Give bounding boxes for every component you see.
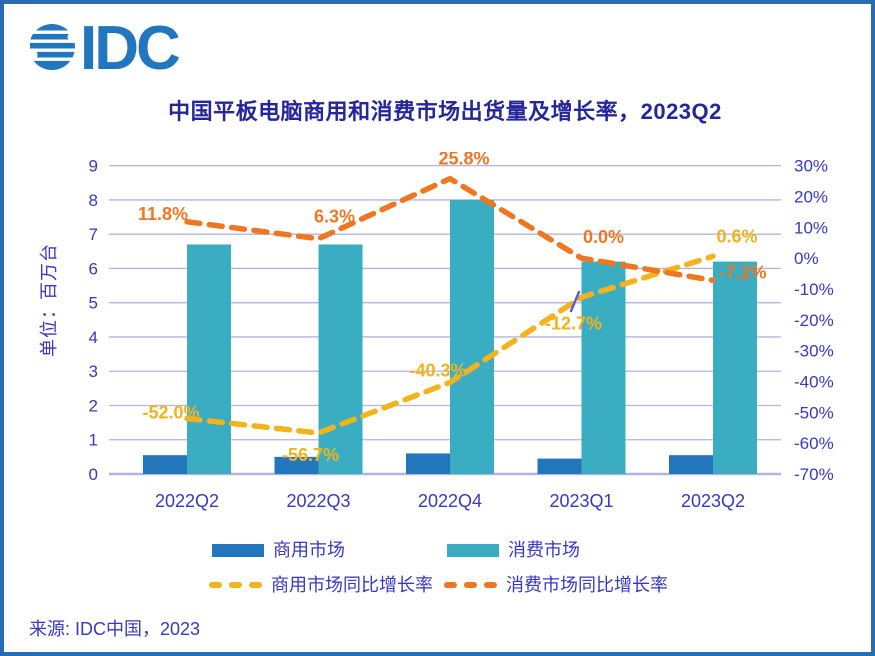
- data-label-commercial-growth: -12.7%: [545, 313, 602, 333]
- idc-logo-text: IDC: [80, 18, 180, 80]
- bar-commercial: [406, 453, 450, 474]
- x-axis-label: 2023Q2: [681, 491, 745, 511]
- legend-label: 商用市场: [273, 540, 345, 560]
- bar-commercial: [537, 458, 582, 474]
- bar-consumer: [318, 244, 363, 474]
- legend-item-consumer-growth-line: 消费市场同比增长率: [444, 576, 668, 594]
- legend-label: 消费市场: [508, 540, 580, 560]
- left-axis-tick: 1: [89, 431, 98, 450]
- bar-consumer: [713, 261, 757, 474]
- data-label-consumer-growth: 6.3%: [314, 207, 355, 227]
- commercial-bar-swatch: [212, 543, 264, 557]
- x-axis-label: 2022Q3: [286, 491, 350, 511]
- idc-globe-icon: IDC: [24, 14, 183, 83]
- legend-item-consumer-bar: 消费市场: [447, 541, 580, 559]
- source-note: 来源: IDC中国，2023: [29, 619, 201, 639]
- left-axis-tick: 7: [89, 225, 98, 244]
- right-axis-tick: 10%: [794, 218, 828, 237]
- growth-line-commercial: [184, 253, 716, 436]
- legend-item-commercial-bar: 商用市场: [212, 541, 345, 559]
- data-label-commercial-growth: -52.0%: [142, 402, 199, 422]
- x-axis-label: 2023Q1: [549, 491, 613, 511]
- right-axis-tick: 20%: [794, 187, 828, 206]
- chart-title: 中国平板电脑商用和消费市场出货量及增长率，2023Q2: [168, 99, 722, 124]
- data-label-consumer-growth: 0.0%: [583, 227, 624, 247]
- consumer-bar-swatch: [447, 543, 499, 557]
- data-label-commercial-growth: 0.6%: [716, 226, 757, 246]
- right-axis-tick: -20%: [794, 311, 834, 330]
- left-axis-tick: 0: [89, 465, 98, 484]
- data-label-consumer-growth: 25.8%: [438, 152, 489, 169]
- right-axis-tick: -50%: [794, 403, 834, 422]
- legend-label: 消费市场同比增长率: [506, 575, 668, 595]
- right-axis-tick: -40%: [794, 372, 834, 391]
- growth-line-consumer: [184, 175, 716, 284]
- bar-commercial: [669, 455, 713, 474]
- legend-item-commercial-growth-line: 商用市场同比增长率: [209, 576, 433, 594]
- data-label-commercial-growth: -40.3%: [409, 360, 466, 380]
- data-label-consumer-growth: 11.8%: [138, 204, 188, 224]
- stray-slash-mark: [569, 290, 581, 313]
- bar-consumer: [450, 199, 494, 475]
- data-label-consumer-growth: -7.2%: [719, 262, 766, 282]
- legend-label: 商用市场同比增长率: [271, 575, 433, 595]
- commercial-dash-swatch: [209, 582, 262, 588]
- right-axis-tick: -10%: [794, 280, 834, 299]
- consumer-dash-swatch: [444, 582, 497, 588]
- right-axis-tick: 30%: [794, 157, 828, 176]
- left-axis-tick: 9: [89, 157, 98, 176]
- bar-commercial: [274, 456, 319, 474]
- bar-consumer: [187, 244, 231, 474]
- combo-chart-plot: 0 1 2 3 4 5 6 7 8 9 30% 20% 10% 0% -10% -20% -30% -40% -50…: [89, 152, 834, 511]
- left-axis-tick: 3: [89, 362, 98, 381]
- right-axis-tick: -60%: [794, 434, 834, 453]
- right-axis-tick: 0%: [794, 249, 819, 268]
- right-axis-tick: -70%: [794, 465, 834, 484]
- data-label-commercial-growth: -56.7%: [282, 445, 339, 465]
- bar-commercial: [143, 455, 187, 474]
- idc-logo: IDC: [24, 14, 200, 83]
- left-axis-unit-label: 单位：百万台: [39, 243, 59, 357]
- x-axis-label: 2022Q4: [418, 491, 482, 511]
- right-axis-tick: -30%: [794, 342, 834, 361]
- left-axis-tick: 5: [89, 294, 98, 313]
- left-axis-tick: 4: [89, 328, 98, 347]
- x-axis-label: 2022Q2: [155, 491, 219, 511]
- left-axis-tick: 8: [89, 191, 98, 210]
- left-axis-tick: 2: [89, 396, 98, 415]
- left-axis-tick: 6: [89, 259, 98, 278]
